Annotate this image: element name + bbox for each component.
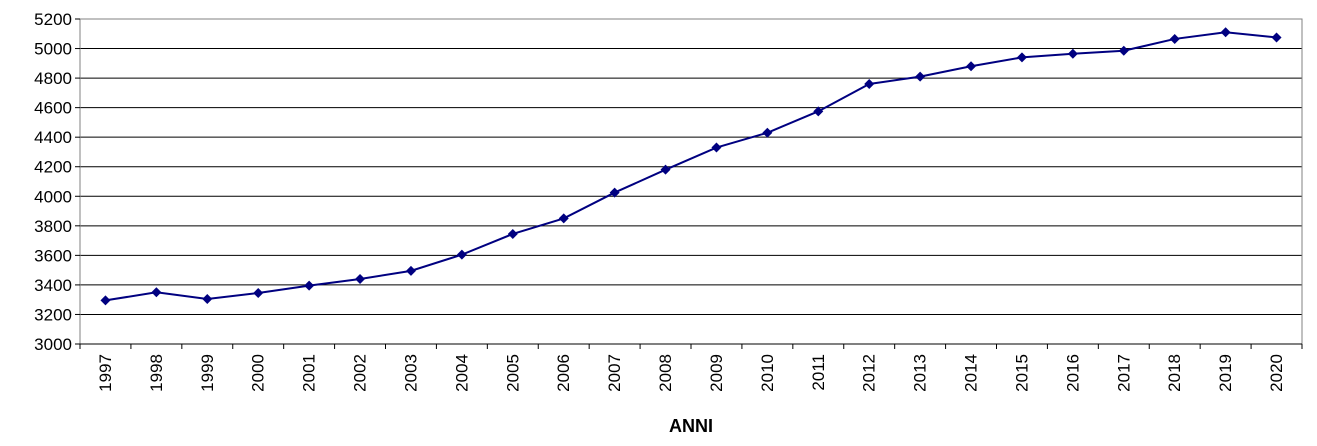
- data-point: [1067, 48, 1078, 59]
- x-tick-label: 2005: [503, 354, 522, 392]
- x-tick-label: 2001: [300, 354, 319, 392]
- x-tick-label: 1998: [147, 354, 166, 392]
- y-tick-label: 4400: [34, 128, 72, 147]
- x-tick-label: 2007: [605, 354, 624, 392]
- y-tick-label: 3400: [34, 276, 72, 295]
- data-point: [915, 71, 926, 82]
- y-tick-label: 3600: [34, 246, 72, 265]
- x-tick-label: 2019: [1216, 354, 1235, 392]
- y-tick-label: 4000: [34, 187, 72, 206]
- x-tick-label: 2003: [401, 354, 420, 392]
- x-tick-label: 2010: [758, 354, 777, 392]
- x-tick-label: 2014: [962, 354, 981, 392]
- x-tick-label: 2000: [249, 354, 268, 392]
- x-tick-label: 2009: [707, 354, 726, 392]
- data-point: [507, 228, 518, 239]
- y-tick-label: 4200: [34, 158, 72, 177]
- x-tick-label: 1999: [198, 354, 217, 392]
- x-axis: 1997 1998 1999 2000 2001 2002 2003 2004 2005 2006…: [79, 343, 1303, 392]
- x-tick-label: 2002: [351, 354, 370, 392]
- data-point: [253, 288, 264, 299]
- data-point: [100, 295, 111, 306]
- data-point: [609, 187, 620, 198]
- y-tick-label: 5200: [34, 10, 72, 29]
- x-tick-label: 2017: [1114, 354, 1133, 392]
- data-point: [355, 274, 366, 284]
- y-tick-label: 3000: [34, 335, 72, 354]
- x-tick-label: 2013: [911, 354, 930, 392]
- data-point: [1016, 52, 1027, 63]
- data-point: [1220, 27, 1231, 38]
- x-tick-label: 2006: [554, 354, 573, 392]
- x-tick-label: 1997: [96, 354, 115, 392]
- data-point: [966, 61, 977, 72]
- data-point: [813, 106, 824, 117]
- data-point: [864, 79, 875, 89]
- y-tick-label: 4600: [34, 99, 72, 118]
- x-tick-label: 2020: [1267, 354, 1286, 392]
- data-point: [151, 287, 162, 298]
- data-point: [558, 213, 569, 224]
- data-point: [711, 142, 722, 153]
- y-tick-label: 3200: [34, 305, 72, 324]
- data-point: [202, 293, 213, 304]
- grid-lines: [80, 18, 1302, 345]
- series-layer: [100, 27, 1282, 306]
- plot-area-border: [79, 18, 1303, 345]
- x-tick-label: 2016: [1063, 354, 1082, 392]
- y-tick-label: 3800: [34, 217, 72, 236]
- data-point: [1169, 33, 1180, 44]
- data-point: [660, 164, 671, 175]
- x-tick-label: 2018: [1165, 354, 1184, 392]
- data-point: [405, 265, 416, 276]
- y-axis: 3000 3200 3400 3600 3800 4000 4200 4400 4600 4800…: [34, 10, 80, 354]
- data-point: [304, 280, 315, 291]
- x-tick-label: 2008: [656, 354, 675, 392]
- y-tick-label: 4800: [34, 69, 72, 88]
- x-axis-title: ANNI: [669, 416, 713, 436]
- y-tick-label: 5000: [34, 40, 72, 59]
- data-point: [456, 249, 467, 260]
- data-point: [1118, 45, 1129, 56]
- x-tick-label: 2011: [809, 354, 828, 391]
- data-point: [762, 127, 773, 138]
- series-line: [105, 31, 1277, 302]
- data-point: [1271, 32, 1282, 43]
- x-tick-label: 2004: [452, 354, 471, 392]
- x-tick-label: 2015: [1012, 354, 1031, 392]
- x-tick-label: 2012: [860, 354, 879, 392]
